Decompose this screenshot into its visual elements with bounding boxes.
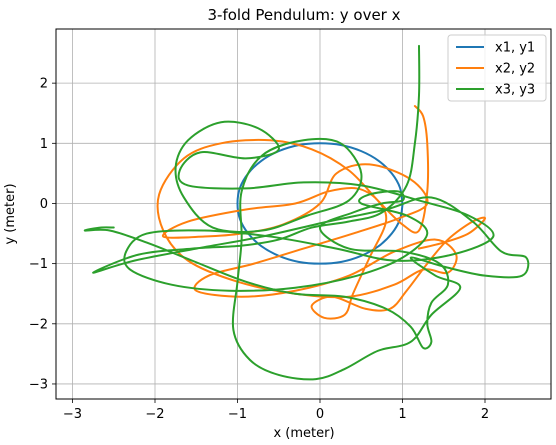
legend-label: x2, y2 (495, 62, 535, 77)
x-tick-label: −2 (145, 407, 164, 422)
axis-ticks: −3 −2 −1 0 1 2 −3 −2 −1 0 1 2 (29, 77, 489, 422)
chart-title: 3-fold Pendulum: y over x (208, 6, 401, 24)
x-tick-label: −3 (63, 407, 82, 422)
x-tick-label: 1 (398, 407, 406, 422)
y-tick-label: 1 (40, 137, 48, 152)
legend-label: x3, y3 (495, 83, 535, 98)
plot-frame (55, 28, 552, 400)
series-line-2 (156, 105, 486, 320)
y-tick-label: −2 (29, 317, 48, 332)
y-tick-label: 0 (40, 197, 48, 212)
y-tick-label: −3 (29, 377, 48, 392)
x-axis-label: x (meter) (273, 426, 334, 441)
y-tick-label: 2 (40, 77, 48, 92)
series-line-1 (236, 142, 404, 265)
data-layer (83, 44, 530, 381)
x-tick-label: −1 (228, 407, 247, 422)
legend-box (447, 34, 547, 102)
y-axis-label: y (meter) (3, 183, 18, 244)
series-line-3 (83, 44, 530, 381)
x-tick-label: 2 (481, 407, 489, 422)
legend: x1, y1 x2, y2 x3, y3 (447, 34, 547, 102)
y-tick-label: −1 (29, 257, 48, 272)
legend-label: x1, y1 (495, 41, 535, 56)
x-tick-label: 0 (316, 407, 324, 422)
